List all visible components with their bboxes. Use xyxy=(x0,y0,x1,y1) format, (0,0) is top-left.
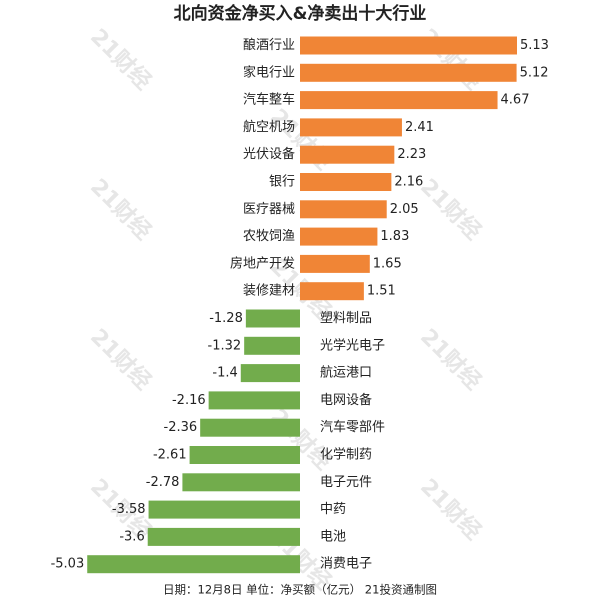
value-label: -1.28 xyxy=(209,311,243,326)
watermark: 21财经 xyxy=(415,324,486,395)
category-label: 消费电子 xyxy=(320,557,372,572)
category-label: 电池 xyxy=(320,529,346,544)
value-label: -3.58 xyxy=(112,502,146,517)
watermark: 21财经 xyxy=(85,24,156,95)
category-label: 航运港口 xyxy=(320,365,372,381)
bar xyxy=(244,336,300,355)
bar xyxy=(300,145,395,164)
value-label: -1.32 xyxy=(208,338,242,353)
value-label: -2.78 xyxy=(146,475,180,490)
bar xyxy=(200,418,300,437)
value-label: -3.6 xyxy=(119,529,144,544)
category-label: 房地产开发 xyxy=(230,255,295,271)
watermark: 21财经 xyxy=(415,24,486,95)
value-label: 1.51 xyxy=(367,284,396,299)
value-label: 2.41 xyxy=(405,120,434,135)
value-label: 5.12 xyxy=(520,65,549,80)
watermark: 21财经 xyxy=(265,104,336,175)
value-label: -2.61 xyxy=(153,448,187,463)
bar xyxy=(147,527,300,546)
category-label: 医疗器械 xyxy=(243,202,295,217)
footer: 日期：12月8日 单位：净买额（亿元） 21投资通制图 xyxy=(163,583,437,597)
value-label: 4.67 xyxy=(501,93,530,108)
bar xyxy=(300,200,387,219)
bar xyxy=(300,63,517,82)
bar xyxy=(300,227,378,246)
bar xyxy=(245,309,300,328)
chart-title: 北向资金净买入&净卖出十大行业 xyxy=(174,3,427,24)
category-label: 家电行业 xyxy=(243,64,295,80)
category-label: 银行 xyxy=(269,175,295,190)
category-label: 光学光电子 xyxy=(320,337,385,353)
category-label: 电子元件 xyxy=(320,475,372,490)
bar xyxy=(300,173,392,191)
category-label: 电网设备 xyxy=(320,392,372,408)
category-label: 酿酒行业 xyxy=(243,37,295,53)
value-label: 1.65 xyxy=(373,256,402,271)
category-label: 航空机场 xyxy=(243,119,295,135)
bar xyxy=(189,446,300,464)
value-label: -5.03 xyxy=(51,557,85,572)
value-label: 1.83 xyxy=(380,229,409,244)
bar xyxy=(300,254,370,273)
category-label: 塑料制品 xyxy=(320,311,372,326)
watermark: 21财经 xyxy=(85,174,156,245)
bar xyxy=(300,36,517,55)
bar xyxy=(240,364,300,383)
watermark: 21财经 xyxy=(85,324,156,395)
bar xyxy=(87,555,301,574)
category-label: 汽车整车 xyxy=(243,92,295,108)
value-label: 2.16 xyxy=(394,175,423,190)
bar xyxy=(182,473,300,492)
category-label: 中药 xyxy=(320,502,346,517)
bar xyxy=(148,500,300,519)
value-label: -1.4 xyxy=(212,366,237,381)
value-label: 2.05 xyxy=(390,202,419,217)
bar xyxy=(300,91,498,110)
category-label: 光伏设备 xyxy=(243,146,295,162)
watermark: 21财经 xyxy=(415,174,486,245)
bar xyxy=(300,118,402,137)
value-label: -2.16 xyxy=(172,393,206,408)
category-label: 化学制药 xyxy=(320,447,372,463)
value-label: 2.23 xyxy=(397,147,426,162)
category-label: 农牧饲渔 xyxy=(243,229,295,244)
watermark: 21财经 xyxy=(415,474,486,545)
value-label: -2.36 xyxy=(164,420,198,435)
value-label: 5.13 xyxy=(520,38,549,53)
watermark: 21财经 xyxy=(265,404,336,475)
category-label: 装修建材 xyxy=(243,284,295,299)
category-label: 汽车零部件 xyxy=(320,419,385,435)
bar xyxy=(300,282,364,301)
bar xyxy=(208,391,300,410)
